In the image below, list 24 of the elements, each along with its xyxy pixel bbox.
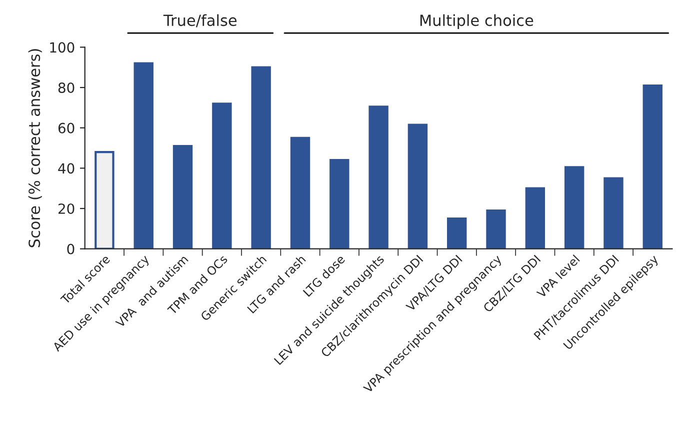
bar — [564, 166, 584, 249]
bar — [172, 144, 193, 249]
bar — [251, 66, 271, 249]
bar — [290, 136, 310, 249]
y-tick-label: 0 — [67, 244, 74, 254]
bar — [368, 106, 388, 249]
bar — [408, 124, 428, 249]
y-tick-label: 20 — [58, 203, 74, 214]
text: True/false — [163, 14, 237, 28]
bar — [212, 102, 232, 249]
y-tick-label: 80 — [58, 82, 74, 93]
bar — [134, 62, 154, 249]
text: Multiple choice — [420, 14, 534, 30]
bar — [604, 177, 624, 249]
bar — [642, 84, 662, 249]
y-tick-label: 60 — [58, 122, 74, 134]
bar — [447, 218, 467, 249]
y-axis-title: Score (% correct answers) — [28, 49, 42, 248]
y-tick-label: 100 — [50, 42, 74, 53]
y-tick-label: 40 — [58, 163, 74, 174]
bar — [330, 159, 350, 249]
bar — [94, 150, 114, 249]
bar — [486, 209, 506, 249]
bar — [525, 187, 546, 249]
